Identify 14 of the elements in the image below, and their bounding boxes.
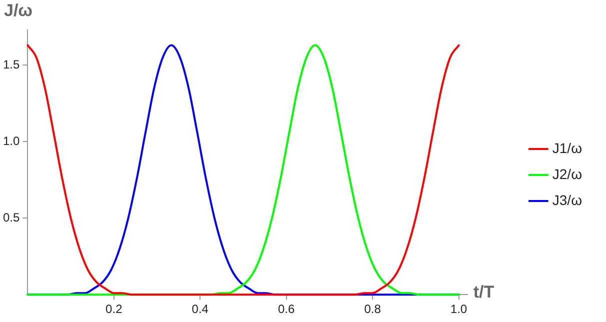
x-tick-label: 0.8 — [364, 302, 382, 316]
y-tick-label: 0.5 — [2, 210, 20, 224]
x-tick-label: 0.6 — [278, 302, 295, 316]
x-axis-title: t/T — [473, 282, 495, 302]
y-axis-title: J/ω — [4, 1, 33, 20]
legend-label: J1/ω — [552, 140, 582, 156]
legend-label: J2/ω — [552, 166, 582, 182]
x-tick-label: 0.2 — [106, 302, 123, 316]
legend-label: J3/ω — [552, 192, 582, 208]
line-series — [26, 44, 460, 296]
y-tick-label: 1.5 — [2, 57, 20, 72]
x-tick-label: 0.4 — [192, 302, 209, 316]
y-tick-label: 1.0 — [2, 134, 20, 148]
x-tick-label: 1.0 — [450, 302, 468, 316]
